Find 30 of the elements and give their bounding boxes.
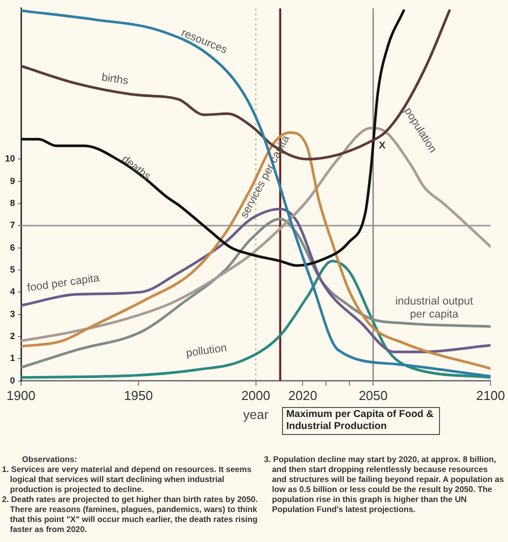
x-tick-label: 2100 xyxy=(476,388,505,404)
x-tick-label: 1950 xyxy=(124,388,153,404)
y-tick-label: 0 xyxy=(10,375,16,386)
text: 3. Population decline may start by 2020, at approx. 8 billion, and then start dropping relentlessly because resources and structures will be failing beyond repair. A population as low as 0.5 billion or less could be the result by 2050. The population rise in this graph is higher than the UN Population Fund's latest projections. xyxy=(264,455,504,515)
x-tick-label: 1900 xyxy=(6,388,36,404)
x-axis-title: year xyxy=(243,406,270,422)
y-tick-label: 10 xyxy=(4,154,16,164)
annotation: X xyxy=(378,140,386,152)
text: births xyxy=(100,72,130,88)
y-tick-label: 7 xyxy=(10,220,16,230)
x-tick-label: 2020 xyxy=(288,388,318,404)
series-label: industrial output per capita xyxy=(395,296,474,321)
x-tick-label: 2000 xyxy=(241,388,270,404)
y-tick-label: 9 xyxy=(10,176,16,186)
ref-line-label: Maximum per Capita of Food & Industrial Production xyxy=(282,406,440,435)
text: pollution xyxy=(185,342,228,360)
line-series xyxy=(21,260,491,379)
y-tick-label: 3 xyxy=(10,308,16,319)
y-tick-label: 5 xyxy=(10,264,16,274)
y-tick-label: 4 xyxy=(10,286,16,297)
y-tick-label: 2 xyxy=(10,330,16,341)
x-tick-label: 2050 xyxy=(358,388,388,404)
line-series xyxy=(21,9,491,378)
text: Observations: xyxy=(21,455,78,465)
text: food per capita xyxy=(26,272,101,294)
y-tick-label: 6 xyxy=(10,242,16,252)
text: 1. Services are very material and depend on resources. It seems logical that services will start declining when industrial production is projected to decline. xyxy=(2,465,252,495)
y-tick-label: 1 xyxy=(10,353,16,364)
y-tick-label: 8 xyxy=(10,198,16,208)
text: 2. Death rates are projected to get higher than birth rates by 2050. There are reasons (famines, plagues, pandemics, wars) to think that this point "X" will occur much earlier, the death rates rising faster as from 2020. xyxy=(2,495,258,535)
